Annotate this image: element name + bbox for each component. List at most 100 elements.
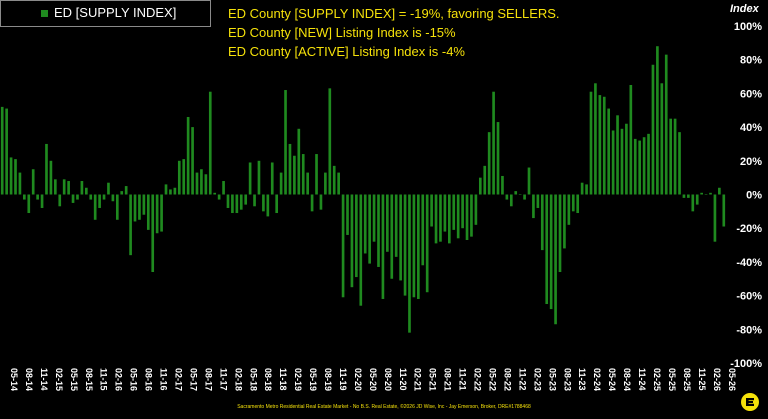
bar: [279, 172, 283, 195]
bar-series: [0, 46, 726, 333]
bar: [434, 194, 438, 244]
bar: [350, 194, 354, 288]
bar: [133, 194, 137, 222]
bar: [616, 115, 619, 195]
bar: [226, 194, 230, 208]
bar: [151, 194, 155, 273]
bar: [107, 182, 110, 195]
x-tick-label: 02-18: [233, 368, 243, 391]
legend-label: ED [SUPPLY INDEX]: [54, 5, 177, 20]
bar: [620, 128, 624, 195]
active-listing-note: ED County [ACTIVE] Listing Index is -4%: [228, 44, 465, 59]
legend: ED [SUPPLY INDEX]: [0, 0, 211, 27]
x-tick-label: 02-17: [174, 368, 184, 391]
y-tick-label: 100%: [734, 21, 762, 33]
bar: [0, 106, 4, 195]
bar: [332, 165, 336, 195]
x-tick-label: 11-25: [697, 368, 707, 391]
x-tick-label: 08-14: [24, 368, 34, 391]
bar: [284, 90, 287, 195]
y-axis: 100% 80% 60% 40% 20% 0% -20% -40% -60% -80% -100%: [730, 21, 762, 370]
y-tick-label: -60%: [736, 291, 762, 303]
bar: [518, 194, 522, 195]
bar: [319, 194, 323, 210]
bar: [297, 128, 301, 195]
bar: [142, 194, 146, 215]
bar: [368, 194, 371, 264]
bar: [545, 194, 549, 305]
bar: [682, 194, 686, 198]
y-axis-title: Index: [730, 3, 759, 15]
bar: [244, 194, 248, 205]
bar: [293, 155, 296, 195]
bar: [412, 194, 416, 298]
bar: [492, 91, 495, 195]
bar: [403, 194, 407, 296]
x-tick-label: 05-24: [607, 368, 617, 391]
bar: [146, 194, 150, 230]
bar: [372, 194, 376, 242]
x-tick-label: 08-17: [203, 368, 213, 391]
bar: [527, 167, 531, 195]
bar: [602, 96, 606, 195]
bar: [443, 194, 447, 232]
bar: [642, 137, 646, 195]
bar: [177, 160, 181, 195]
bar: [483, 165, 487, 195]
bar: [270, 162, 274, 195]
y-tick-label: 80%: [740, 55, 762, 67]
x-tick-label: 02-15: [54, 368, 64, 391]
x-tick-label: 02-19: [293, 368, 303, 391]
bar: [607, 108, 611, 195]
bar: [346, 194, 349, 235]
x-tick-label: 08-19: [323, 368, 333, 391]
x-tick-label: 02-24: [592, 368, 602, 391]
x-tick-label: 11-20: [398, 368, 408, 391]
x-tick-label: 11-17: [218, 368, 228, 391]
bar: [239, 194, 243, 210]
bar: [678, 132, 681, 195]
bar: [98, 194, 101, 208]
bar: [399, 194, 402, 281]
bar: [496, 122, 500, 195]
bar: [222, 181, 225, 195]
bar: [549, 194, 553, 310]
bar: [120, 191, 124, 195]
x-tick-label: 02-16: [114, 368, 124, 391]
x-tick-label: 11-24: [637, 368, 647, 391]
y-tick-label: -40%: [736, 257, 762, 269]
x-tick-label: 05-25: [667, 368, 677, 391]
bar: [359, 194, 363, 306]
footer-credit: Sacramento Metro Residential Real Estate…: [237, 404, 531, 410]
x-tick-label: 05-23: [547, 368, 557, 391]
x-axis: 05-14 08-14 11-14 02-15 05-15 08-15 11-15 02-16…: [9, 368, 737, 391]
x-tick-label: 11-15: [99, 368, 109, 391]
bar: [558, 194, 562, 273]
bar: [301, 154, 305, 195]
bar: [713, 194, 717, 242]
bar: [532, 194, 535, 219]
bar: [231, 194, 234, 214]
x-tick-label: 02-22: [473, 368, 483, 391]
x-tick-label: 11-21: [458, 368, 468, 391]
bar: [474, 194, 478, 225]
bar: [381, 194, 385, 299]
bar: [456, 194, 460, 239]
bar: [288, 143, 292, 195]
x-tick-label: 08-21: [443, 368, 453, 391]
x-tick-label: 11-23: [577, 368, 587, 391]
bar: [217, 194, 221, 200]
bar: [9, 157, 13, 195]
bar: [315, 154, 318, 195]
bar: [355, 194, 358, 278]
bar: [571, 194, 575, 212]
x-tick-label: 05-14: [9, 368, 19, 391]
x-tick-label: 05-20: [368, 368, 378, 391]
bar: [629, 84, 633, 195]
x-tick-label: 08-23: [562, 368, 572, 391]
bar: [452, 194, 456, 230]
y-tick-label: -80%: [736, 324, 762, 336]
bar: [448, 194, 451, 244]
x-tick-label: 05-21: [428, 368, 438, 391]
bar: [27, 194, 31, 214]
